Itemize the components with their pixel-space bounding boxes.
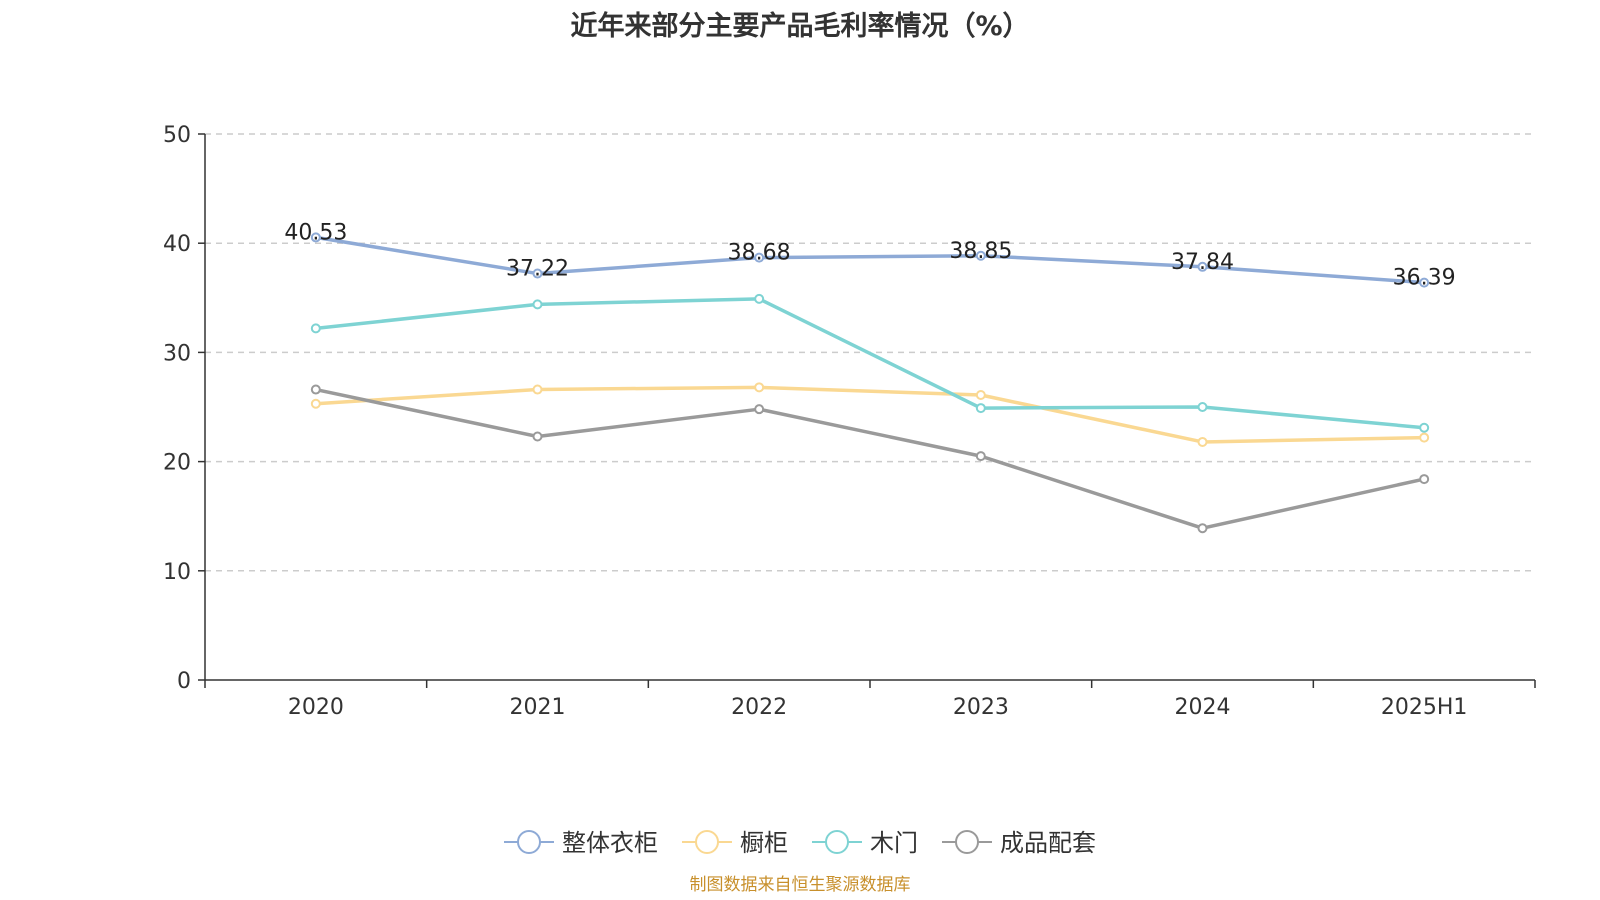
y-tick-label: 0	[177, 669, 191, 694]
data-point[interactable]	[754, 382, 765, 393]
data-point[interactable]	[975, 403, 986, 414]
data-label: 37.84	[1171, 250, 1234, 275]
series-lines	[310, 232, 1430, 534]
data-point[interactable]	[975, 389, 986, 400]
source-note: 制图数据来自恒生聚源数据库	[689, 875, 911, 895]
data-point[interactable]	[310, 323, 321, 334]
data-point[interactable]	[1197, 261, 1208, 272]
y-tick-label: 10	[163, 560, 191, 585]
legend-label: 橱柜	[740, 829, 788, 857]
data-point[interactable]	[975, 250, 986, 261]
y-tick-label: 30	[163, 341, 191, 366]
data-label: 38.68	[728, 241, 791, 266]
data-point[interactable]	[1197, 436, 1208, 447]
data-label: 36.39	[1393, 266, 1456, 291]
y-tick-label: 40	[163, 232, 191, 257]
data-point[interactable]	[532, 384, 543, 395]
legend-item[interactable]: 木门	[812, 829, 918, 857]
x-tick-label: 2023	[953, 695, 1009, 720]
data-point[interactable]	[1419, 474, 1430, 485]
data-point[interactable]	[310, 384, 321, 395]
data-point[interactable]	[1419, 422, 1430, 433]
data-point[interactable]	[1419, 277, 1430, 288]
data-label: 40.53	[284, 220, 347, 245]
data-point[interactable]	[1197, 523, 1208, 534]
series-line	[314, 235, 1426, 285]
data-point[interactable]	[754, 404, 765, 415]
grid-lines	[205, 133, 1535, 572]
legend-item[interactable]: 成品配套	[942, 829, 1096, 857]
y-tick-label: 50	[163, 123, 191, 148]
legend-item[interactable]: 整体衣柜	[504, 829, 658, 857]
data-point[interactable]	[754, 293, 765, 304]
data-labels: 40.53 37.22 38.68 38.85 37.84 36.39	[284, 220, 1455, 290]
y-tick-label: 20	[163, 451, 191, 476]
data-label: 38.85	[949, 239, 1012, 264]
legend-marker-icon	[955, 830, 979, 854]
legend-label: 木门	[870, 829, 918, 857]
x-tick-label: 2025H1	[1381, 695, 1468, 720]
data-point[interactable]	[532, 431, 543, 442]
legend: 整体衣柜 橱柜 木门 成品配套	[504, 829, 1096, 857]
legend-label: 成品配套	[1000, 829, 1096, 857]
chart-title: 近年来部分主要产品毛利率情况（%）	[570, 11, 1030, 42]
data-label: 37.22	[506, 257, 569, 282]
x-tick-label: 2020	[288, 695, 344, 720]
x-tick-label: 2022	[731, 695, 787, 720]
data-point[interactable]	[754, 252, 765, 263]
legend-item[interactable]: 橱柜	[682, 829, 788, 857]
data-point[interactable]	[1419, 432, 1430, 443]
x-tick-label: 2024	[1175, 695, 1231, 720]
series-line	[314, 385, 1426, 444]
x-tick-label: 2021	[510, 695, 566, 720]
data-point[interactable]	[532, 299, 543, 310]
axes: 0 10 20 30 40 50 2020 2021 2022 2023 2024 2025H1	[163, 123, 1536, 720]
data-point[interactable]	[975, 451, 986, 462]
series-line	[314, 387, 1426, 530]
legend-marker-icon	[825, 830, 849, 854]
data-point[interactable]	[1197, 402, 1208, 412]
data-point[interactable]	[310, 398, 321, 409]
data-point[interactable]	[310, 232, 321, 243]
legend-marker-icon	[695, 830, 719, 854]
series-line	[314, 297, 1426, 430]
data-point[interactable]	[532, 268, 543, 279]
legend-label: 整体衣柜	[562, 829, 658, 857]
legend-marker-icon	[517, 830, 541, 854]
